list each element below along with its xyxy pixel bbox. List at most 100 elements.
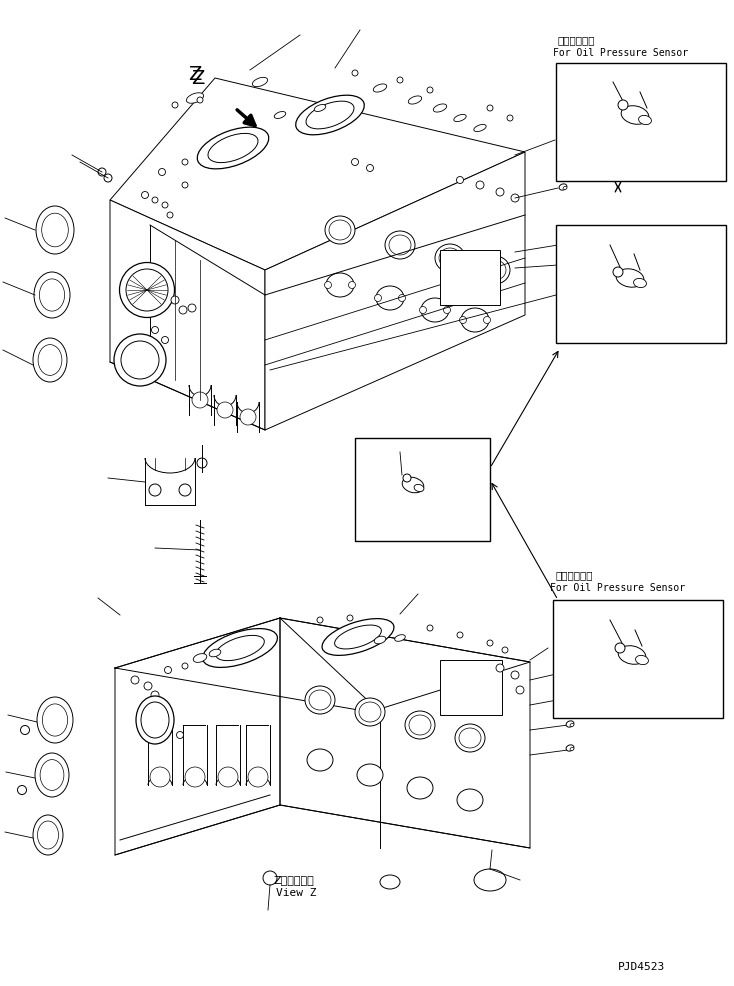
Text: 油圧センサ用: 油圧センサ用 [558,35,595,45]
Ellipse shape [309,690,331,710]
Circle shape [427,625,433,631]
Text: For Oil Pressure Sensor: For Oil Pressure Sensor [553,48,688,58]
Circle shape [443,307,451,314]
Circle shape [496,188,504,196]
Circle shape [496,664,504,672]
Ellipse shape [395,635,405,641]
Ellipse shape [197,127,269,169]
Circle shape [457,176,463,183]
Circle shape [427,87,433,93]
Ellipse shape [208,133,258,163]
Ellipse shape [275,111,286,118]
Ellipse shape [563,262,567,265]
Circle shape [164,667,172,673]
Bar [556,63,726,181]
Ellipse shape [355,698,385,726]
Ellipse shape [37,821,59,849]
Circle shape [516,686,524,694]
Bar [556,225,726,343]
Circle shape [399,295,405,302]
Circle shape [403,474,411,482]
Ellipse shape [559,260,567,266]
Ellipse shape [126,269,168,311]
Ellipse shape [296,96,364,135]
Text: Z　視　－－: Z 視 －－ [274,875,315,885]
Circle shape [487,640,493,646]
Circle shape [171,296,179,304]
Circle shape [352,159,358,166]
Ellipse shape [414,484,424,492]
Ellipse shape [439,248,461,268]
Circle shape [185,767,205,787]
Circle shape [349,281,355,289]
Circle shape [179,306,187,314]
Circle shape [149,484,161,496]
Ellipse shape [409,715,431,735]
Ellipse shape [566,744,574,751]
Ellipse shape [558,240,566,246]
Ellipse shape [455,724,485,752]
Ellipse shape [480,256,510,284]
Ellipse shape [405,711,435,739]
Ellipse shape [120,262,175,317]
Ellipse shape [322,618,394,656]
Ellipse shape [43,704,68,737]
Ellipse shape [374,636,386,644]
Ellipse shape [402,477,424,493]
Circle shape [167,212,173,218]
Ellipse shape [305,686,335,714]
Ellipse shape [141,702,169,738]
Ellipse shape [376,286,404,310]
Circle shape [164,725,172,732]
Circle shape [150,767,170,787]
Ellipse shape [408,96,422,105]
Circle shape [484,317,490,323]
Ellipse shape [407,777,433,799]
Text: PJD4523: PJD4523 [618,962,665,972]
Circle shape [172,102,178,108]
Ellipse shape [114,334,166,386]
Ellipse shape [562,243,566,246]
Polygon shape [110,200,265,430]
Circle shape [263,871,277,885]
Ellipse shape [385,231,415,259]
Ellipse shape [566,694,574,700]
Ellipse shape [435,244,465,272]
Circle shape [352,70,358,76]
Ellipse shape [380,875,400,889]
Bar [553,600,723,718]
Ellipse shape [563,186,567,189]
Circle shape [18,786,26,795]
Ellipse shape [633,278,647,288]
Circle shape [131,676,139,684]
Ellipse shape [33,338,67,382]
Ellipse shape [454,114,466,121]
Circle shape [613,267,623,277]
Circle shape [21,726,29,735]
Polygon shape [265,152,525,430]
Circle shape [317,617,323,623]
Circle shape [156,717,164,724]
Ellipse shape [457,789,483,811]
Ellipse shape [193,654,207,663]
Ellipse shape [307,749,333,771]
Ellipse shape [37,697,73,743]
Circle shape [182,663,188,669]
Text: For Oil Pressure Sensor: For Oil Pressure Sensor [550,583,685,593]
Ellipse shape [136,696,174,744]
Circle shape [217,402,233,418]
Ellipse shape [216,635,264,661]
Circle shape [182,159,188,165]
Ellipse shape [209,649,221,657]
Circle shape [615,643,625,653]
Ellipse shape [42,213,68,246]
Circle shape [347,615,353,621]
Circle shape [197,458,207,468]
Circle shape [197,97,203,103]
Ellipse shape [34,272,70,318]
Ellipse shape [38,344,62,376]
Ellipse shape [566,721,574,727]
Text: Z: Z [189,65,202,85]
Circle shape [511,194,519,202]
Ellipse shape [357,764,383,786]
